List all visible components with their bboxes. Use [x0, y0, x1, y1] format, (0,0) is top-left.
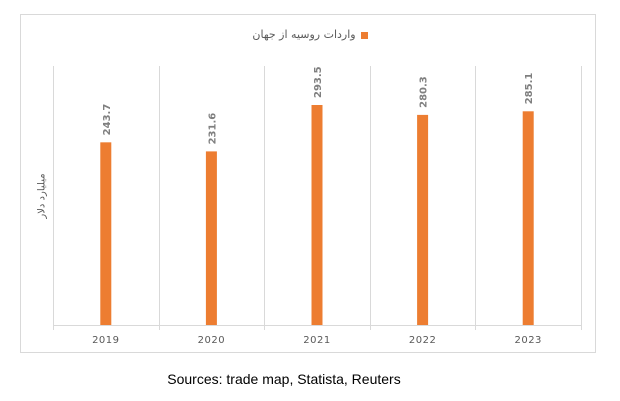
bar-2019	[100, 142, 112, 325]
chart-frame	[20, 14, 596, 353]
x-tick-label-2022: 2022	[409, 335, 436, 346]
source-caption: Sources: trade map, Statista, Reuters	[167, 371, 401, 387]
x-tick-label-2021: 2021	[303, 335, 330, 346]
legend-swatch	[360, 31, 368, 39]
legend-label: واردات روسیه از جهان	[252, 28, 356, 41]
data-label-2022: 280.3	[419, 76, 430, 108]
bar-2020	[205, 151, 217, 325]
x-tick-label-2019: 2019	[92, 335, 119, 346]
bar-2022	[417, 114, 429, 325]
data-label-2019: 243.7	[102, 104, 113, 136]
chart-legend: واردات روسیه از جهان	[0, 28, 620, 41]
x-tick-label-2020: 2020	[198, 335, 225, 346]
data-label-2023: 285.1	[524, 73, 535, 105]
x-tick-label-2023: 2023	[514, 335, 541, 346]
bar-2023	[522, 111, 534, 326]
data-label-2021: 293.5	[313, 66, 324, 98]
bar-2021	[311, 105, 323, 325]
data-label-2020: 231.6	[207, 113, 218, 145]
